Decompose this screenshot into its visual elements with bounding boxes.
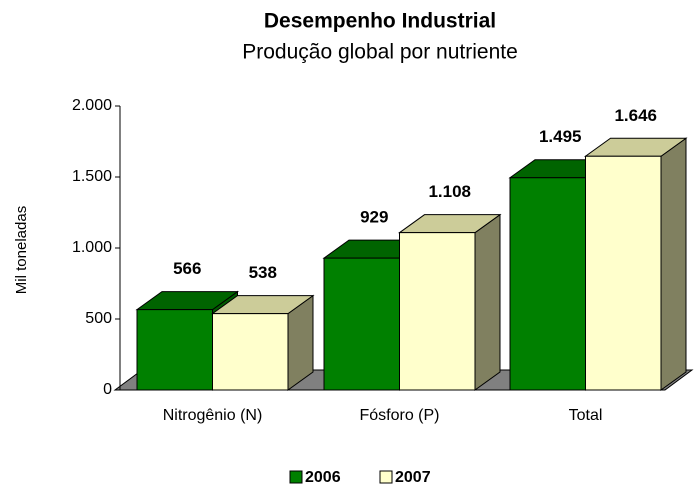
bar-face xyxy=(136,309,213,391)
bar-face xyxy=(660,137,687,391)
bar xyxy=(397,213,502,391)
bar-face xyxy=(212,313,289,391)
y-tick-label: 1.000 xyxy=(72,239,112,256)
bar-face xyxy=(474,213,501,391)
x-tick-label: Fósforo (P) xyxy=(359,407,439,424)
bar-face xyxy=(509,177,586,391)
legend-label: 2007 xyxy=(395,469,431,486)
y-tick-label: 2.000 xyxy=(72,97,112,114)
y-axis-label: Mil toneladas xyxy=(13,206,30,294)
value-label: 1.646 xyxy=(614,106,657,125)
value-label: 538 xyxy=(249,263,277,282)
y-tick-label: 500 xyxy=(85,310,112,327)
bar xyxy=(583,137,688,391)
bar-face xyxy=(585,155,662,391)
legend-label: 2006 xyxy=(305,469,341,486)
value-label: 566 xyxy=(173,259,201,278)
x-tick-label: Nitrogênio (N) xyxy=(163,407,263,424)
chart-subtitle: Produção global por nutriente xyxy=(242,41,518,64)
x-tick-label: Total xyxy=(569,407,603,424)
value-label: 1.108 xyxy=(428,182,471,201)
y-tick-label: 0 xyxy=(103,381,112,398)
value-label: 1.495 xyxy=(539,127,582,146)
bar xyxy=(210,294,315,391)
legend-swatch xyxy=(379,470,393,484)
bar-face xyxy=(323,257,400,391)
bar-face xyxy=(399,232,476,391)
legend-swatch xyxy=(289,470,303,484)
value-label: 929 xyxy=(360,208,388,227)
chart-title: Desempenho Industrial xyxy=(264,10,496,33)
y-tick-label: 1.500 xyxy=(72,168,112,185)
